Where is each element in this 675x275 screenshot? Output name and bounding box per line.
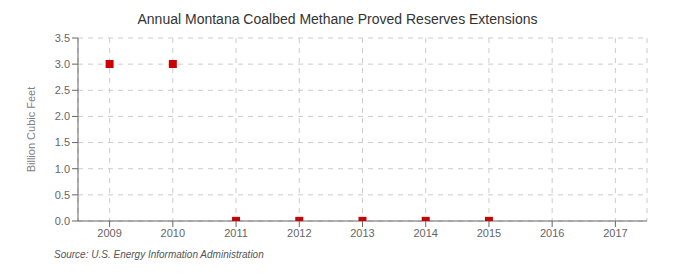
svg-text:3.0: 3.0 [55,58,70,70]
svg-text:0.5: 0.5 [55,189,70,201]
svg-text:1.5: 1.5 [55,136,70,148]
svg-text:2011: 2011 [224,227,248,239]
svg-text:2009: 2009 [97,227,121,239]
svg-text:2012: 2012 [287,227,311,239]
svg-text:1.0: 1.0 [55,163,70,175]
svg-text:2010: 2010 [161,227,185,239]
html-text:Source: U.S. Energy Informatio: Source: U.S. Energy Information Administ… [54,249,264,260]
svg-text:2015: 2015 [477,227,501,239]
html-text:Annual Montana Coalbed Methane: Annual Montana Coalbed Methane Proved Re… [137,11,538,27]
svg-text:2.5: 2.5 [55,84,70,96]
svg-text:0.0: 0.0 [55,215,70,227]
svg-text:3.5: 3.5 [55,32,70,44]
svg-text:2.0: 2.0 [55,110,70,122]
svg-text:2017: 2017 [603,227,627,239]
svg-text:2014: 2014 [413,227,437,239]
svg-text:Billion Cubic Feet: Billion Cubic Feet [25,87,37,173]
svg-text:2013: 2013 [350,227,374,239]
svg-text:2016: 2016 [540,227,564,239]
